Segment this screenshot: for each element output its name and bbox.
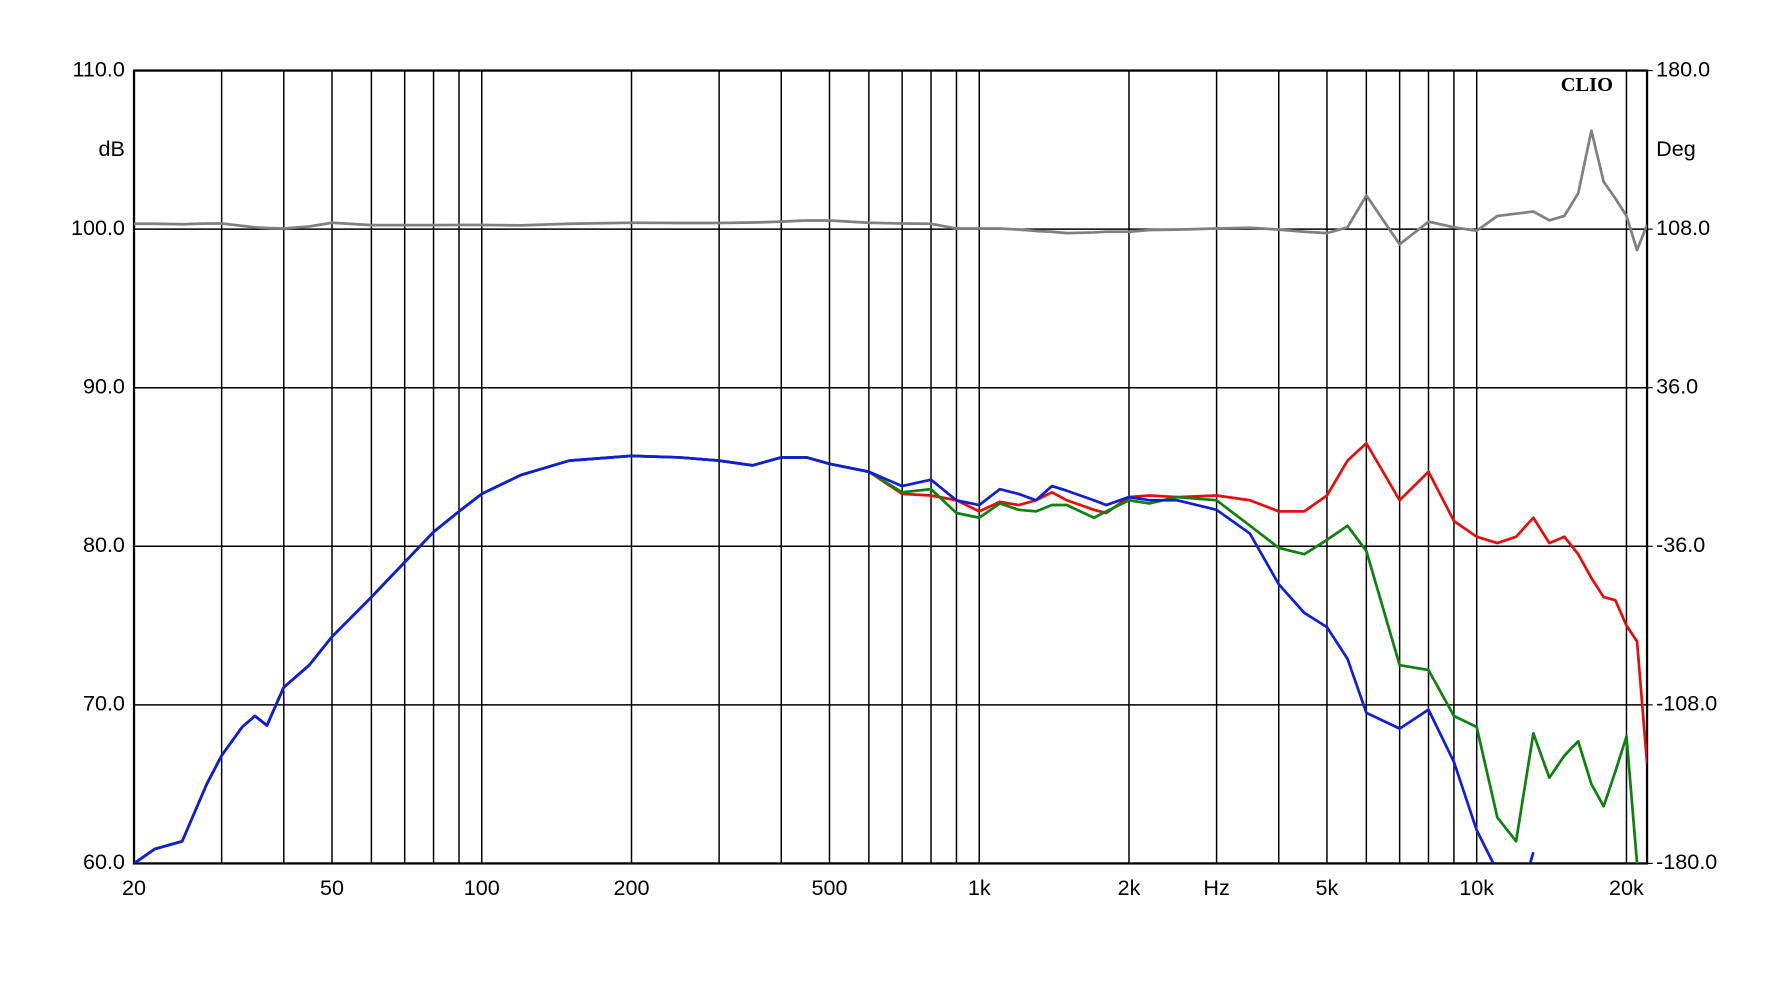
x-tick-label: 1k [968,875,991,900]
y2-tick-label: -36.0 [1656,532,1705,557]
x-tick-label: 5k [1316,875,1339,900]
y2-tick-label: 108.0 [1656,215,1710,240]
annotation: CLIO [1561,74,1613,96]
series-line [134,454,1639,864]
x-tick-label: 200 [614,875,650,900]
y-axis-label: dB [99,136,125,161]
series-line [134,454,1535,864]
y-tick-label: 110.0 [73,56,125,81]
y-tick-label: 90.0 [83,373,125,398]
x-tick-label: 500 [811,875,847,900]
x-tick-label: 20 [122,875,146,900]
series-line [134,129,1648,252]
y-tick-label: 80.0 [83,532,125,557]
x-tick-label: 2k [1118,875,1141,900]
y2-tick-label: 180.0 [1656,56,1710,81]
y2-axis-label: Deg [1656,136,1696,161]
y-tick-label: 60.0 [83,849,125,874]
x-tick-label: 10k [1459,875,1494,900]
y-tick-label: 100.0 [71,215,125,240]
y2-tick-label: 36.0 [1656,373,1698,398]
x-tick-label: 100 [464,875,500,900]
y2-tick-label: -180.0 [1656,849,1717,874]
plot-area [134,129,1648,864]
x-tick-label: 50 [320,875,344,900]
x-tick-label: Hz [1203,875,1229,900]
series-line [134,441,1648,864]
plot-frame [132,69,1649,865]
x-tick-label: 20k [1609,875,1644,900]
y2-tick-label: -108.0 [1656,691,1717,716]
y-tick-label: 70.0 [83,691,125,716]
